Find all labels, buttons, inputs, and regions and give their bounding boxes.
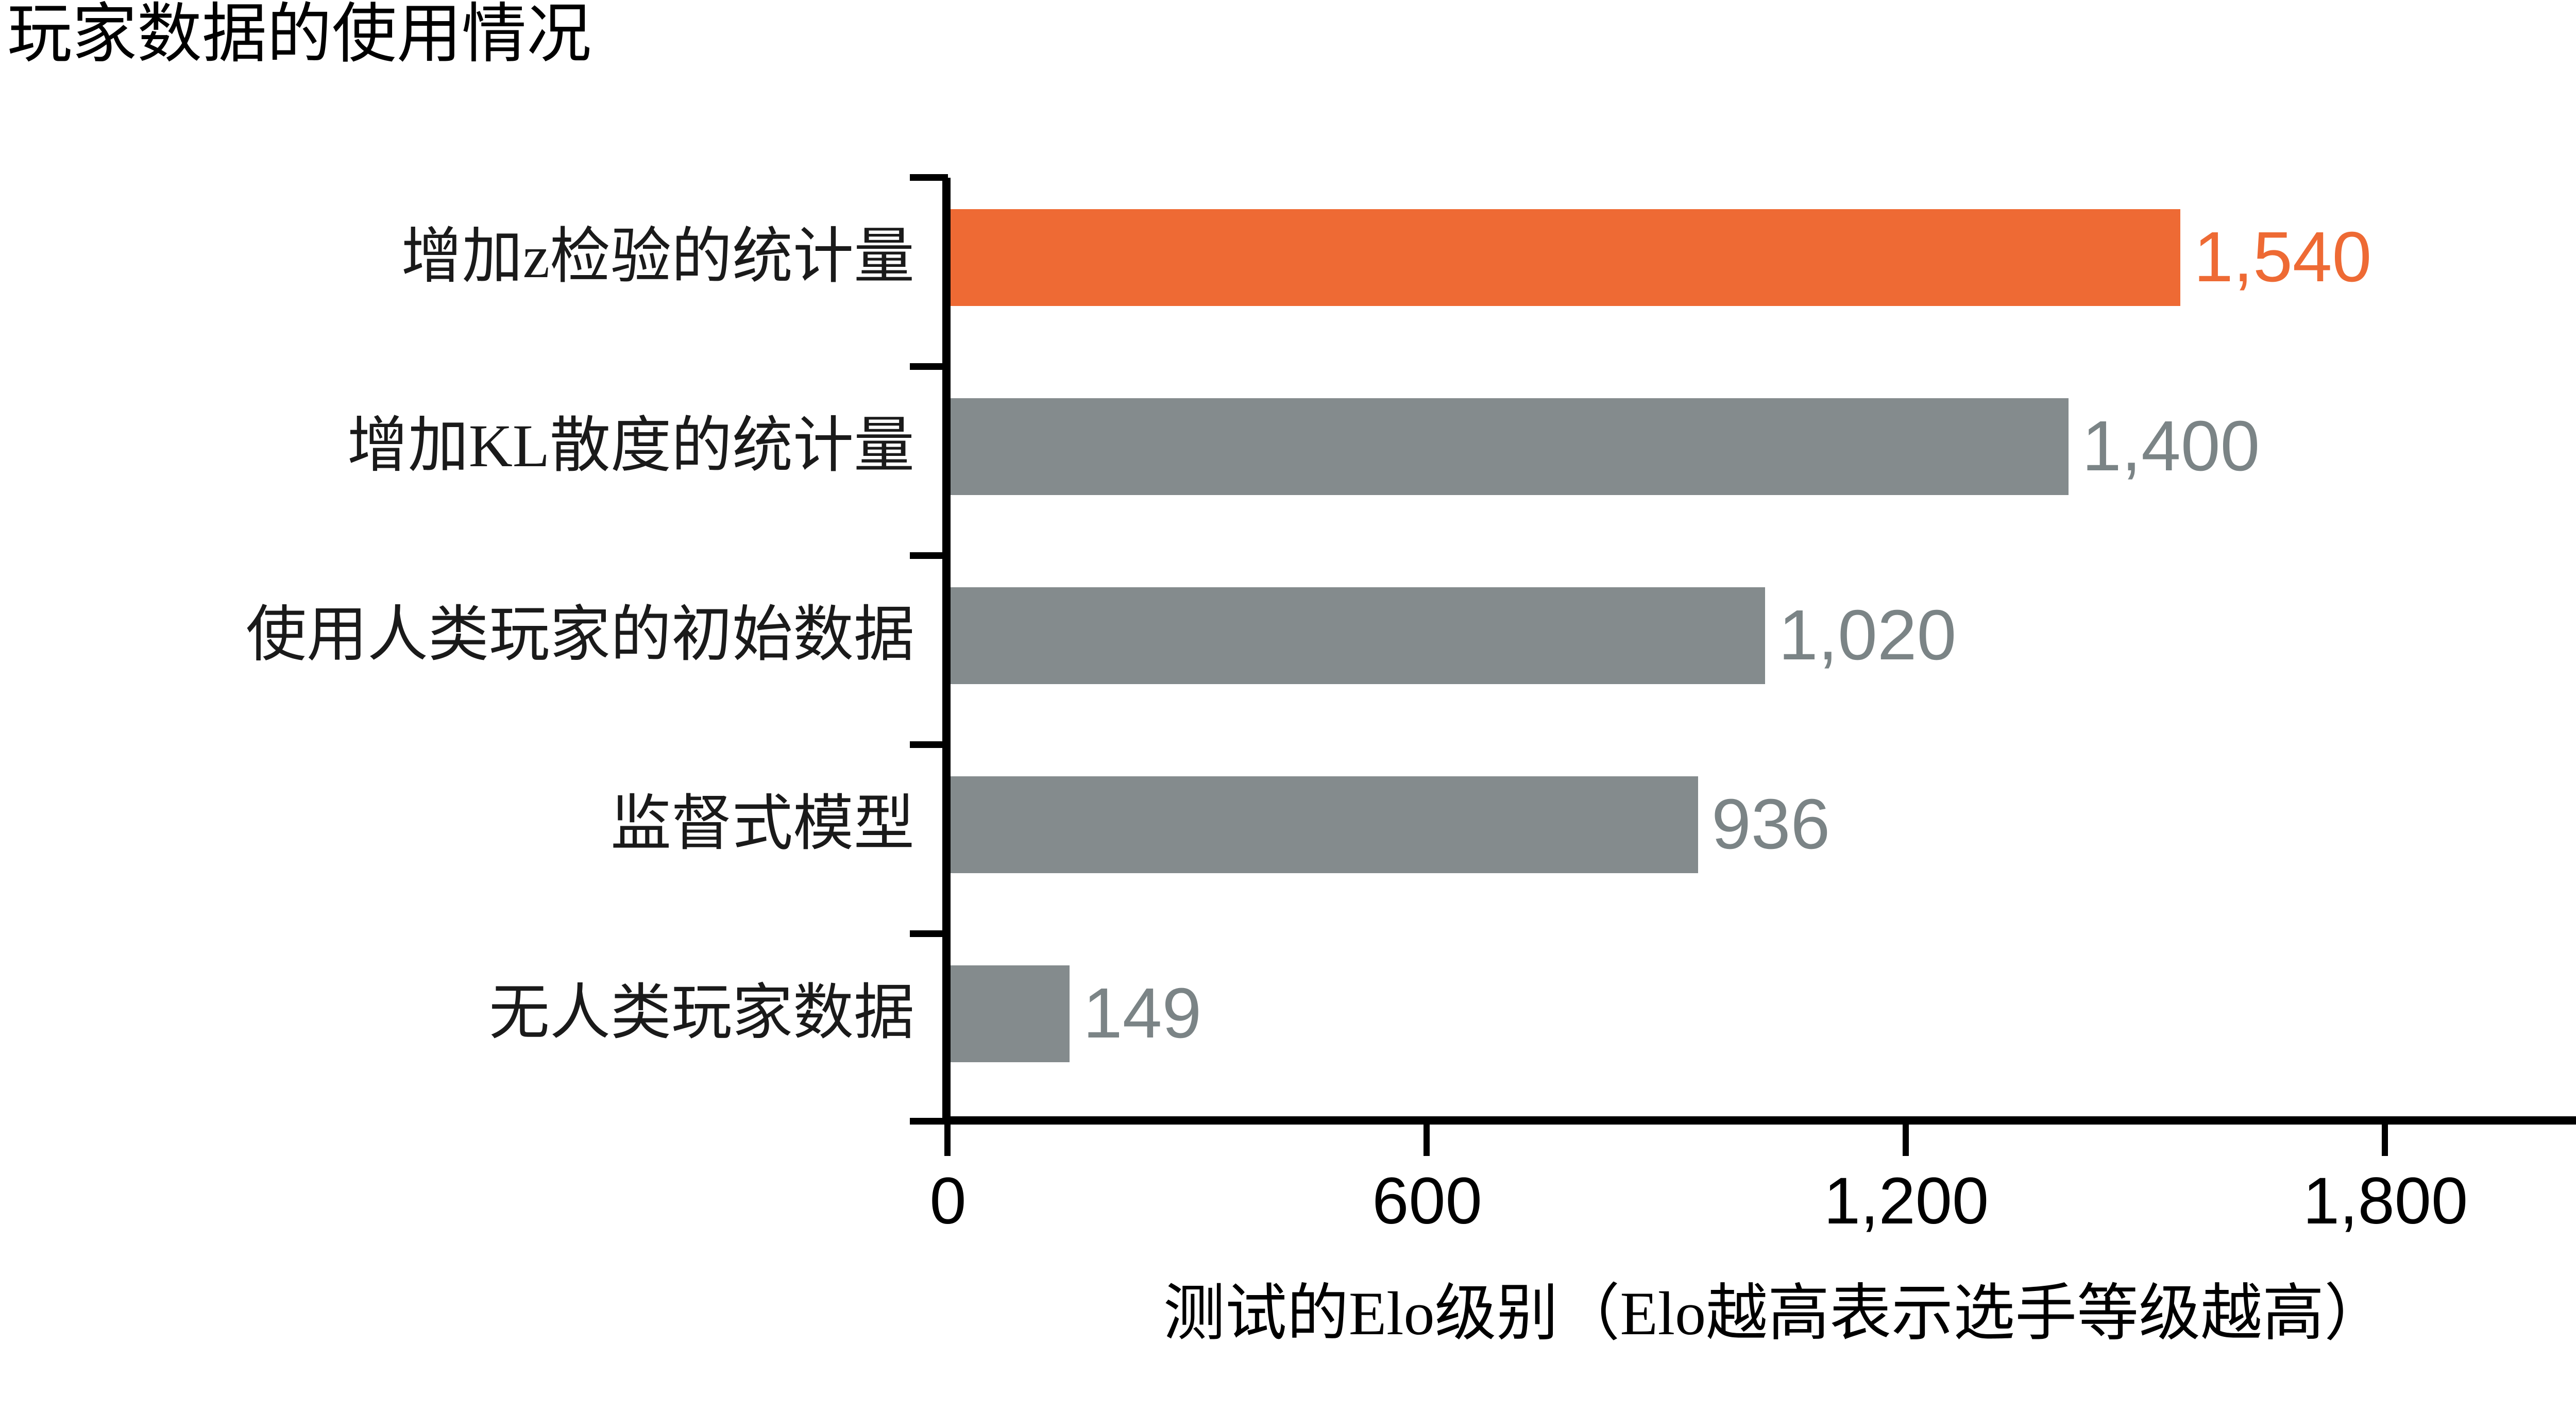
bar-increase-kl-divergence[interactable]: [951, 398, 2069, 495]
category-label-human-seed-data: 使用人类玩家的初始数据: [245, 601, 914, 669]
y-axis-tick: [910, 741, 948, 748]
x-axis-tick: [1423, 1124, 1430, 1156]
value-label-no-human-data: 149: [1083, 974, 1202, 1053]
bar-increase-z-test[interactable]: [951, 209, 2180, 306]
y-axis-tick: [910, 552, 948, 559]
y-axis-tick: [910, 930, 948, 937]
x-axis-title: 测试的Elo级别（Elo越高表示选手等级越高）: [1163, 1279, 2386, 1348]
y-axis-tick: [910, 1118, 948, 1125]
x-tick-label-0: 0: [929, 1164, 967, 1238]
category-label-no-human-data: 无人类玩家数据: [488, 979, 914, 1047]
x-axis-tick: [2382, 1124, 2388, 1156]
value-label-increase-kl-divergence: 1,400: [2082, 406, 2260, 486]
x-tick-label-1800: 1,800: [2302, 1164, 2468, 1238]
y-axis-line: [942, 178, 951, 1125]
x-axis-tick: [944, 1124, 951, 1156]
value-label-supervised-model: 936: [1711, 785, 1831, 864]
x-tick-label-600: 600: [1372, 1164, 1482, 1238]
y-axis-tick: [910, 363, 948, 370]
x-axis-line: [942, 1116, 2576, 1125]
category-label-supervised-model: 监督式模型: [610, 790, 914, 858]
x-axis-tick: [1903, 1124, 1909, 1156]
x-tick-label-1200: 1,200: [1823, 1164, 1989, 1238]
bar-supervised-model[interactable]: [951, 776, 1698, 873]
value-label-human-seed-data: 1,020: [1778, 596, 1957, 675]
chart-title: 玩家数据的使用情况: [7, 0, 591, 71]
category-label-increase-z-test: 增加z检验的统计量: [401, 223, 914, 291]
y-axis-tick: [910, 174, 948, 181]
bar-human-seed-data[interactable]: [951, 587, 1765, 684]
value-label-increase-z-test: 1,540: [2194, 217, 2372, 297]
bar-no-human-data[interactable]: [951, 965, 1070, 1062]
category-label-increase-kl-divergence: 增加KL散度的统计量: [347, 412, 914, 480]
